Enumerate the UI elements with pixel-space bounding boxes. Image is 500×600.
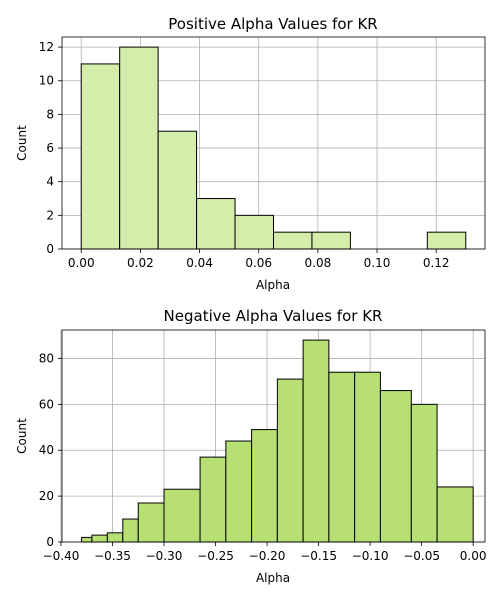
plot-frame <box>61 36 486 250</box>
x-tick-label: 0.10 <box>364 256 391 270</box>
histogram-bar <box>163 488 201 543</box>
x-tick-label: 0.04 <box>186 256 213 270</box>
y-axis-label: Count <box>15 418 29 454</box>
histogram-bar <box>276 378 304 543</box>
y-tick-label: 10 <box>39 74 54 88</box>
histogram-bar <box>379 390 412 543</box>
histogram-bar <box>91 534 108 543</box>
positive-alpha-histogram: Positive Alpha Values for KR 0.00 0.02 0.0… <box>15 15 486 292</box>
y-tick-label: 60 <box>39 397 54 411</box>
chart-title: Positive Alpha Values for KR <box>168 15 377 33</box>
x-tick-label: 0.00 <box>460 549 487 563</box>
histogram-bar <box>311 231 351 250</box>
x-axis-label: Alpha <box>256 571 290 585</box>
x-tick-label: 0.08 <box>305 256 332 270</box>
x-tick-label: −0.25 <box>197 549 234 563</box>
y-tick-label: 20 <box>39 489 54 503</box>
x-tick-label: −0.30 <box>146 549 183 563</box>
y-tick-label: 8 <box>46 107 54 121</box>
y-tick-label: 40 <box>39 443 54 457</box>
histogram-bar <box>354 371 381 543</box>
y-tick-label: 80 <box>39 351 54 365</box>
histogram-bar <box>199 456 227 543</box>
negative-alpha-histogram: Negative Alpha Values for KR −0.40 −0.35 −… <box>15 307 487 585</box>
x-tick-label: −0.40 <box>43 549 80 563</box>
histogram-bar <box>122 518 139 543</box>
histogram-bar <box>328 371 356 543</box>
histogram-bar <box>302 339 330 543</box>
histogram-bar <box>106 532 124 543</box>
histogram-bar <box>137 502 165 543</box>
x-tick-label: 0.06 <box>245 256 272 270</box>
y-tick-label: 12 <box>39 40 54 54</box>
x-tick-label: −0.05 <box>403 549 440 563</box>
histogram-bar <box>273 231 313 250</box>
histogram-bar <box>410 403 438 543</box>
y-tick-label: 0 <box>46 242 54 256</box>
plot-frame <box>61 329 486 543</box>
histogram-bar <box>225 440 253 543</box>
x-tick-label: −0.10 <box>352 549 389 563</box>
x-tick-label: 0.12 <box>423 256 450 270</box>
histogram-bar <box>119 46 159 250</box>
y-tick-label: 0 <box>46 535 54 549</box>
y-tick-label: 6 <box>46 141 54 155</box>
histogram-bar <box>157 130 198 250</box>
histogram-bar <box>81 536 93 543</box>
y-axis-label: Count <box>15 125 29 161</box>
x-tick-label: −0.15 <box>300 549 337 563</box>
histogram-bar <box>234 214 274 250</box>
x-axis-label: Alpha <box>256 278 290 292</box>
x-tick-label: −0.20 <box>249 549 286 563</box>
histogram-bar <box>436 486 474 543</box>
y-tick-label: 2 <box>46 208 54 222</box>
x-tick-label: −0.35 <box>94 549 131 563</box>
histogram-bar <box>251 429 278 543</box>
histogram-bar <box>80 63 121 250</box>
histogram-bar <box>426 231 467 250</box>
chart-title: Negative Alpha Values for KR <box>164 307 383 325</box>
x-tick-label: 0.00 <box>68 256 95 270</box>
histogram-bar <box>196 198 236 250</box>
x-tick-label: 0.02 <box>127 256 154 270</box>
y-tick-label: 4 <box>46 175 54 189</box>
